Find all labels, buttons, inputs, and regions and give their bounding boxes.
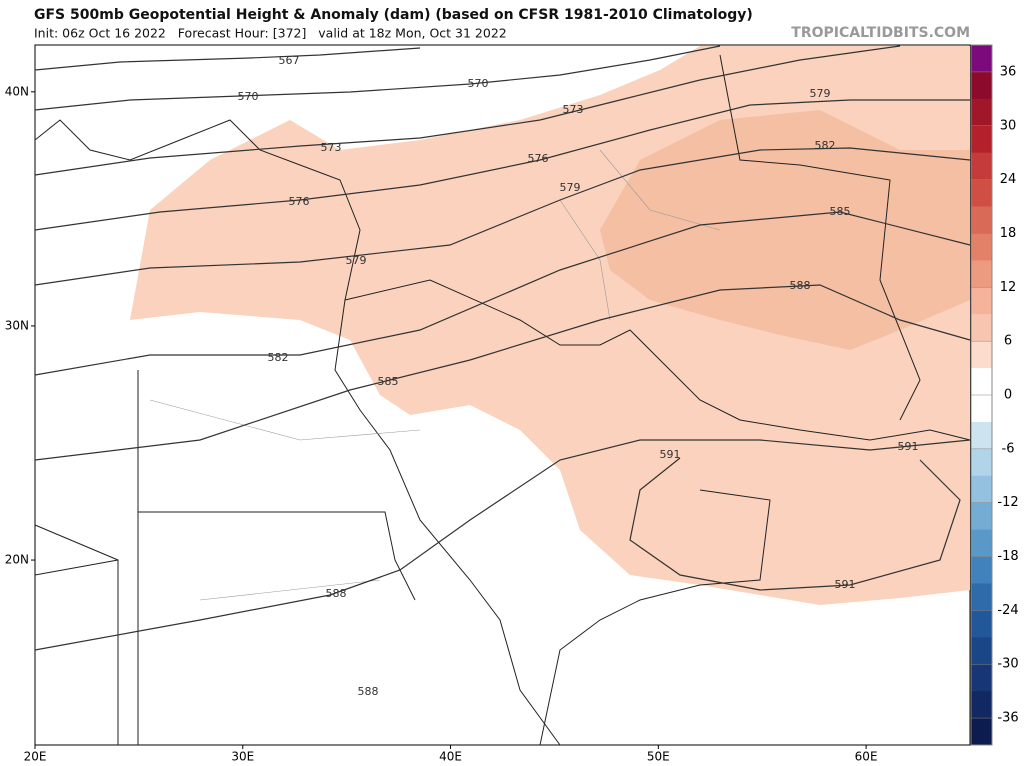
- lon-label: 40E: [439, 750, 462, 764]
- colorbar-segment: [971, 125, 992, 154]
- colorbar-label: 12: [1000, 280, 1017, 295]
- contour-label: 576: [528, 152, 549, 165]
- lat-label: 30N: [5, 318, 29, 332]
- colorbar-segment: [971, 368, 992, 396]
- colorbar-label: 36: [1000, 64, 1017, 79]
- contour-label: 591: [660, 448, 681, 461]
- colorbar-segment: [971, 71, 992, 100]
- lon-label: 50E: [647, 750, 670, 764]
- colorbar-label: 24: [1000, 172, 1017, 187]
- lat-label: 20N: [5, 553, 29, 567]
- colorbar-segment: [971, 341, 992, 369]
- colorbar-segment: [971, 475, 992, 504]
- contours: [34, 45, 971, 651]
- contour-label: 570: [468, 77, 489, 90]
- colorbar-segment: [971, 314, 992, 342]
- contour-label: 591: [835, 578, 856, 591]
- colorbar-segment: [971, 206, 992, 234]
- colorbar-label: 30: [1000, 118, 1017, 133]
- colorbar-segment: [971, 637, 992, 665]
- contour-label: 579: [810, 87, 831, 100]
- contour-label: 582: [268, 351, 289, 364]
- colorbar-segment: [971, 556, 992, 584]
- subtitle: Init: 06z Oct 16 2022 Forecast Hour: [37…: [34, 26, 507, 41]
- colorbar-label: -6: [1002, 441, 1015, 456]
- contour-label: 591: [898, 440, 919, 453]
- colorbar-segment: [971, 583, 992, 611]
- borders: [34, 54, 971, 746]
- site-name: TROPICALTIDBITS.COM: [791, 25, 970, 41]
- anomaly-shading: [600, 110, 970, 350]
- contour-label: 579: [346, 254, 367, 267]
- colorbar-segment: [971, 502, 992, 531]
- colorbar-segment: [971, 664, 992, 692]
- colorbar-segment: [971, 448, 992, 477]
- colorbar-segment: [971, 287, 992, 315]
- colorbar-segment: [971, 718, 992, 746]
- contour-label: 579: [560, 181, 581, 194]
- colorbar-label: -30: [997, 657, 1018, 672]
- lon-label: 20E: [24, 750, 47, 764]
- contour-label: 588: [790, 279, 811, 292]
- colorbar-segment: [971, 610, 992, 638]
- contour-label: 582: [815, 139, 836, 152]
- title: GFS 500mb Geopotential Height & Anomaly …: [34, 7, 753, 23]
- contour-label: 573: [321, 141, 342, 154]
- contour-label: 573: [563, 103, 584, 116]
- colorbar-segment: [971, 98, 992, 127]
- colorbar-segment: [971, 152, 992, 181]
- lon-label: 60E: [855, 750, 878, 764]
- contour-label: 588: [358, 685, 379, 698]
- colorbar-label: -12: [997, 495, 1018, 510]
- colorbar-segment: [971, 421, 992, 450]
- contour-label: 585: [830, 205, 851, 218]
- contour-label: 570: [238, 90, 259, 103]
- colorbar-segment: [971, 395, 992, 423]
- colorbar-segment: [971, 529, 992, 558]
- colorbar-label: 0: [1004, 388, 1012, 403]
- contour-label: 567: [279, 54, 300, 67]
- colorbar-label: 18: [1000, 226, 1017, 241]
- colorbar-label: -24: [997, 603, 1018, 618]
- contour-label: 576: [289, 195, 310, 208]
- lon-label: 30E: [231, 750, 254, 764]
- colorbar-label: 6: [1004, 334, 1012, 349]
- colorbar-segment: [971, 45, 992, 73]
- colorbar-segment: [971, 260, 992, 288]
- contour-label: 585: [378, 375, 399, 388]
- colorbar-segment: [971, 179, 992, 208]
- colorbar-label: -36: [997, 711, 1018, 726]
- map: [34, 44, 971, 746]
- colorbar-segment: [971, 233, 992, 261]
- lat-label: 40N: [5, 84, 29, 98]
- contour-label: 588: [326, 587, 347, 600]
- colorbar-segment: [971, 691, 992, 719]
- colorbar-label: -18: [997, 549, 1018, 564]
